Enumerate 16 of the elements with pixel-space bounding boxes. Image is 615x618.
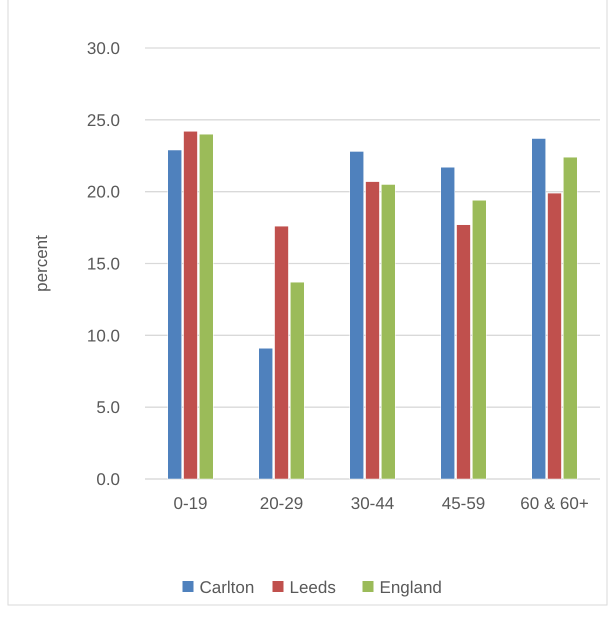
legend-label: Carlton xyxy=(200,578,254,597)
x-tick-label: 45-59 xyxy=(442,494,486,513)
legend-label: Leeds xyxy=(290,578,336,597)
x-tick-label: 20-29 xyxy=(260,494,304,513)
y-tick-label: 5.0 xyxy=(96,398,120,418)
x-tick-label: 60 & 60+ xyxy=(520,494,589,513)
x-tick-label: 30-44 xyxy=(350,494,394,513)
y-axis-title: percent xyxy=(32,234,51,292)
x-tick-label: 0-19 xyxy=(173,494,208,513)
y-tick-label: 15.0 xyxy=(86,254,120,274)
y-tick-label: 0.0 xyxy=(96,470,120,489)
y-tick-label: 30.0 xyxy=(86,38,120,58)
y-tick-label: 20.0 xyxy=(86,182,120,202)
y-tick-label: 25.0 xyxy=(86,110,120,130)
y-tick-label: 10.0 xyxy=(86,326,120,346)
legend-label: England xyxy=(380,578,442,597)
